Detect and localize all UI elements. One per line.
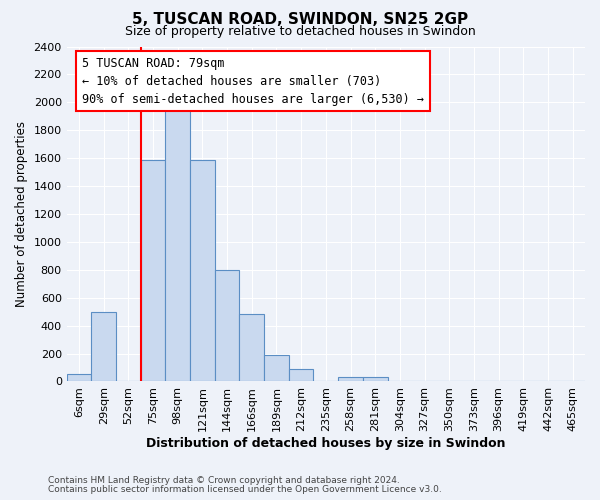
Text: Contains HM Land Registry data © Crown copyright and database right 2024.: Contains HM Land Registry data © Crown c… — [48, 476, 400, 485]
Text: 5, TUSCAN ROAD, SWINDON, SN25 2GP: 5, TUSCAN ROAD, SWINDON, SN25 2GP — [132, 12, 468, 28]
Bar — [67, 374, 91, 382]
Bar — [190, 160, 215, 382]
Text: Size of property relative to detached houses in Swindon: Size of property relative to detached ho… — [125, 25, 475, 38]
Bar — [91, 312, 116, 382]
Bar — [141, 160, 166, 382]
Bar — [166, 110, 190, 382]
Bar — [264, 355, 289, 382]
Text: Contains public sector information licensed under the Open Government Licence v3: Contains public sector information licen… — [48, 485, 442, 494]
X-axis label: Distribution of detached houses by size in Swindon: Distribution of detached houses by size … — [146, 437, 506, 450]
Y-axis label: Number of detached properties: Number of detached properties — [15, 121, 28, 307]
Bar — [215, 270, 239, 382]
Text: 5 TUSCAN ROAD: 79sqm
← 10% of detached houses are smaller (703)
90% of semi-deta: 5 TUSCAN ROAD: 79sqm ← 10% of detached h… — [82, 56, 424, 106]
Bar — [363, 376, 388, 382]
Bar — [289, 369, 313, 382]
Bar — [239, 314, 264, 382]
Bar — [338, 376, 363, 382]
